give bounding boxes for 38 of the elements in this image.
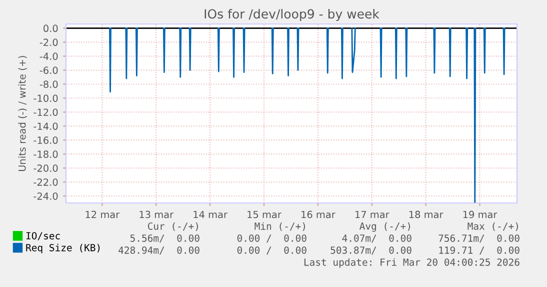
x-tick-label: 12 mar	[86, 210, 120, 218]
x-tick-label: 17 mar	[356, 210, 390, 218]
text: 4.07m/ 0.00	[342, 234, 412, 243]
text: 0.00 / 0.00	[237, 246, 306, 255]
text: 5.56m/ 0.00	[130, 234, 200, 243]
y-tick-label: -20.0	[34, 164, 58, 172]
x-tick-label: 16 mar	[302, 210, 336, 218]
y-tick-label: -6.0	[40, 66, 58, 74]
x-tick-label: 14 mar	[194, 210, 228, 218]
text: Max (-/+)	[468, 222, 518, 231]
legend-label: IO/sec	[26, 232, 60, 240]
text: Min (-/+)	[254, 222, 305, 231]
text: 503.87m/ 0.00	[330, 246, 412, 255]
text: 428.94m/ 0.00	[118, 246, 200, 255]
x-tick-label: 13 mar	[140, 210, 174, 218]
y-tick-label: -4.0	[40, 52, 58, 60]
y-tick-label: 0.0	[44, 24, 58, 32]
y-tick-label: -10.0	[34, 94, 58, 102]
y-tick-label: -22.0	[34, 178, 58, 186]
y-tick-label: -18.0	[34, 150, 58, 158]
chart-title: IOs for /dev/loop9 - by week	[204, 8, 380, 22]
text: Avg (-/+)	[360, 222, 410, 232]
y-tick-label: -14.0	[34, 122, 58, 130]
x-tick-label: 19 mar	[463, 210, 498, 218]
y-tick-label: -24.0	[34, 192, 58, 200]
legend-label: Req Size (KB)	[26, 244, 100, 254]
x-tick-label: 18 mar	[409, 210, 444, 218]
y-tick-label: -12.0	[34, 108, 58, 116]
text: Cur (-/+)	[148, 222, 198, 231]
y-axis-title: Units read (-) / write (+)	[18, 56, 27, 172]
y-tick-label: -8.0	[40, 80, 58, 88]
text: 119.71 / 0.00	[439, 246, 520, 255]
y-tick-label: -2.0	[40, 38, 58, 46]
text: 756.71m/ 0.00	[438, 234, 520, 243]
x-tick-label: 15 mar	[248, 210, 282, 218]
text: Last update: Fri Mar 20 04:00:25 2026	[304, 258, 520, 268]
y-tick-label: -16.0	[34, 136, 58, 144]
text: 0.00 / 0.00	[237, 234, 306, 243]
